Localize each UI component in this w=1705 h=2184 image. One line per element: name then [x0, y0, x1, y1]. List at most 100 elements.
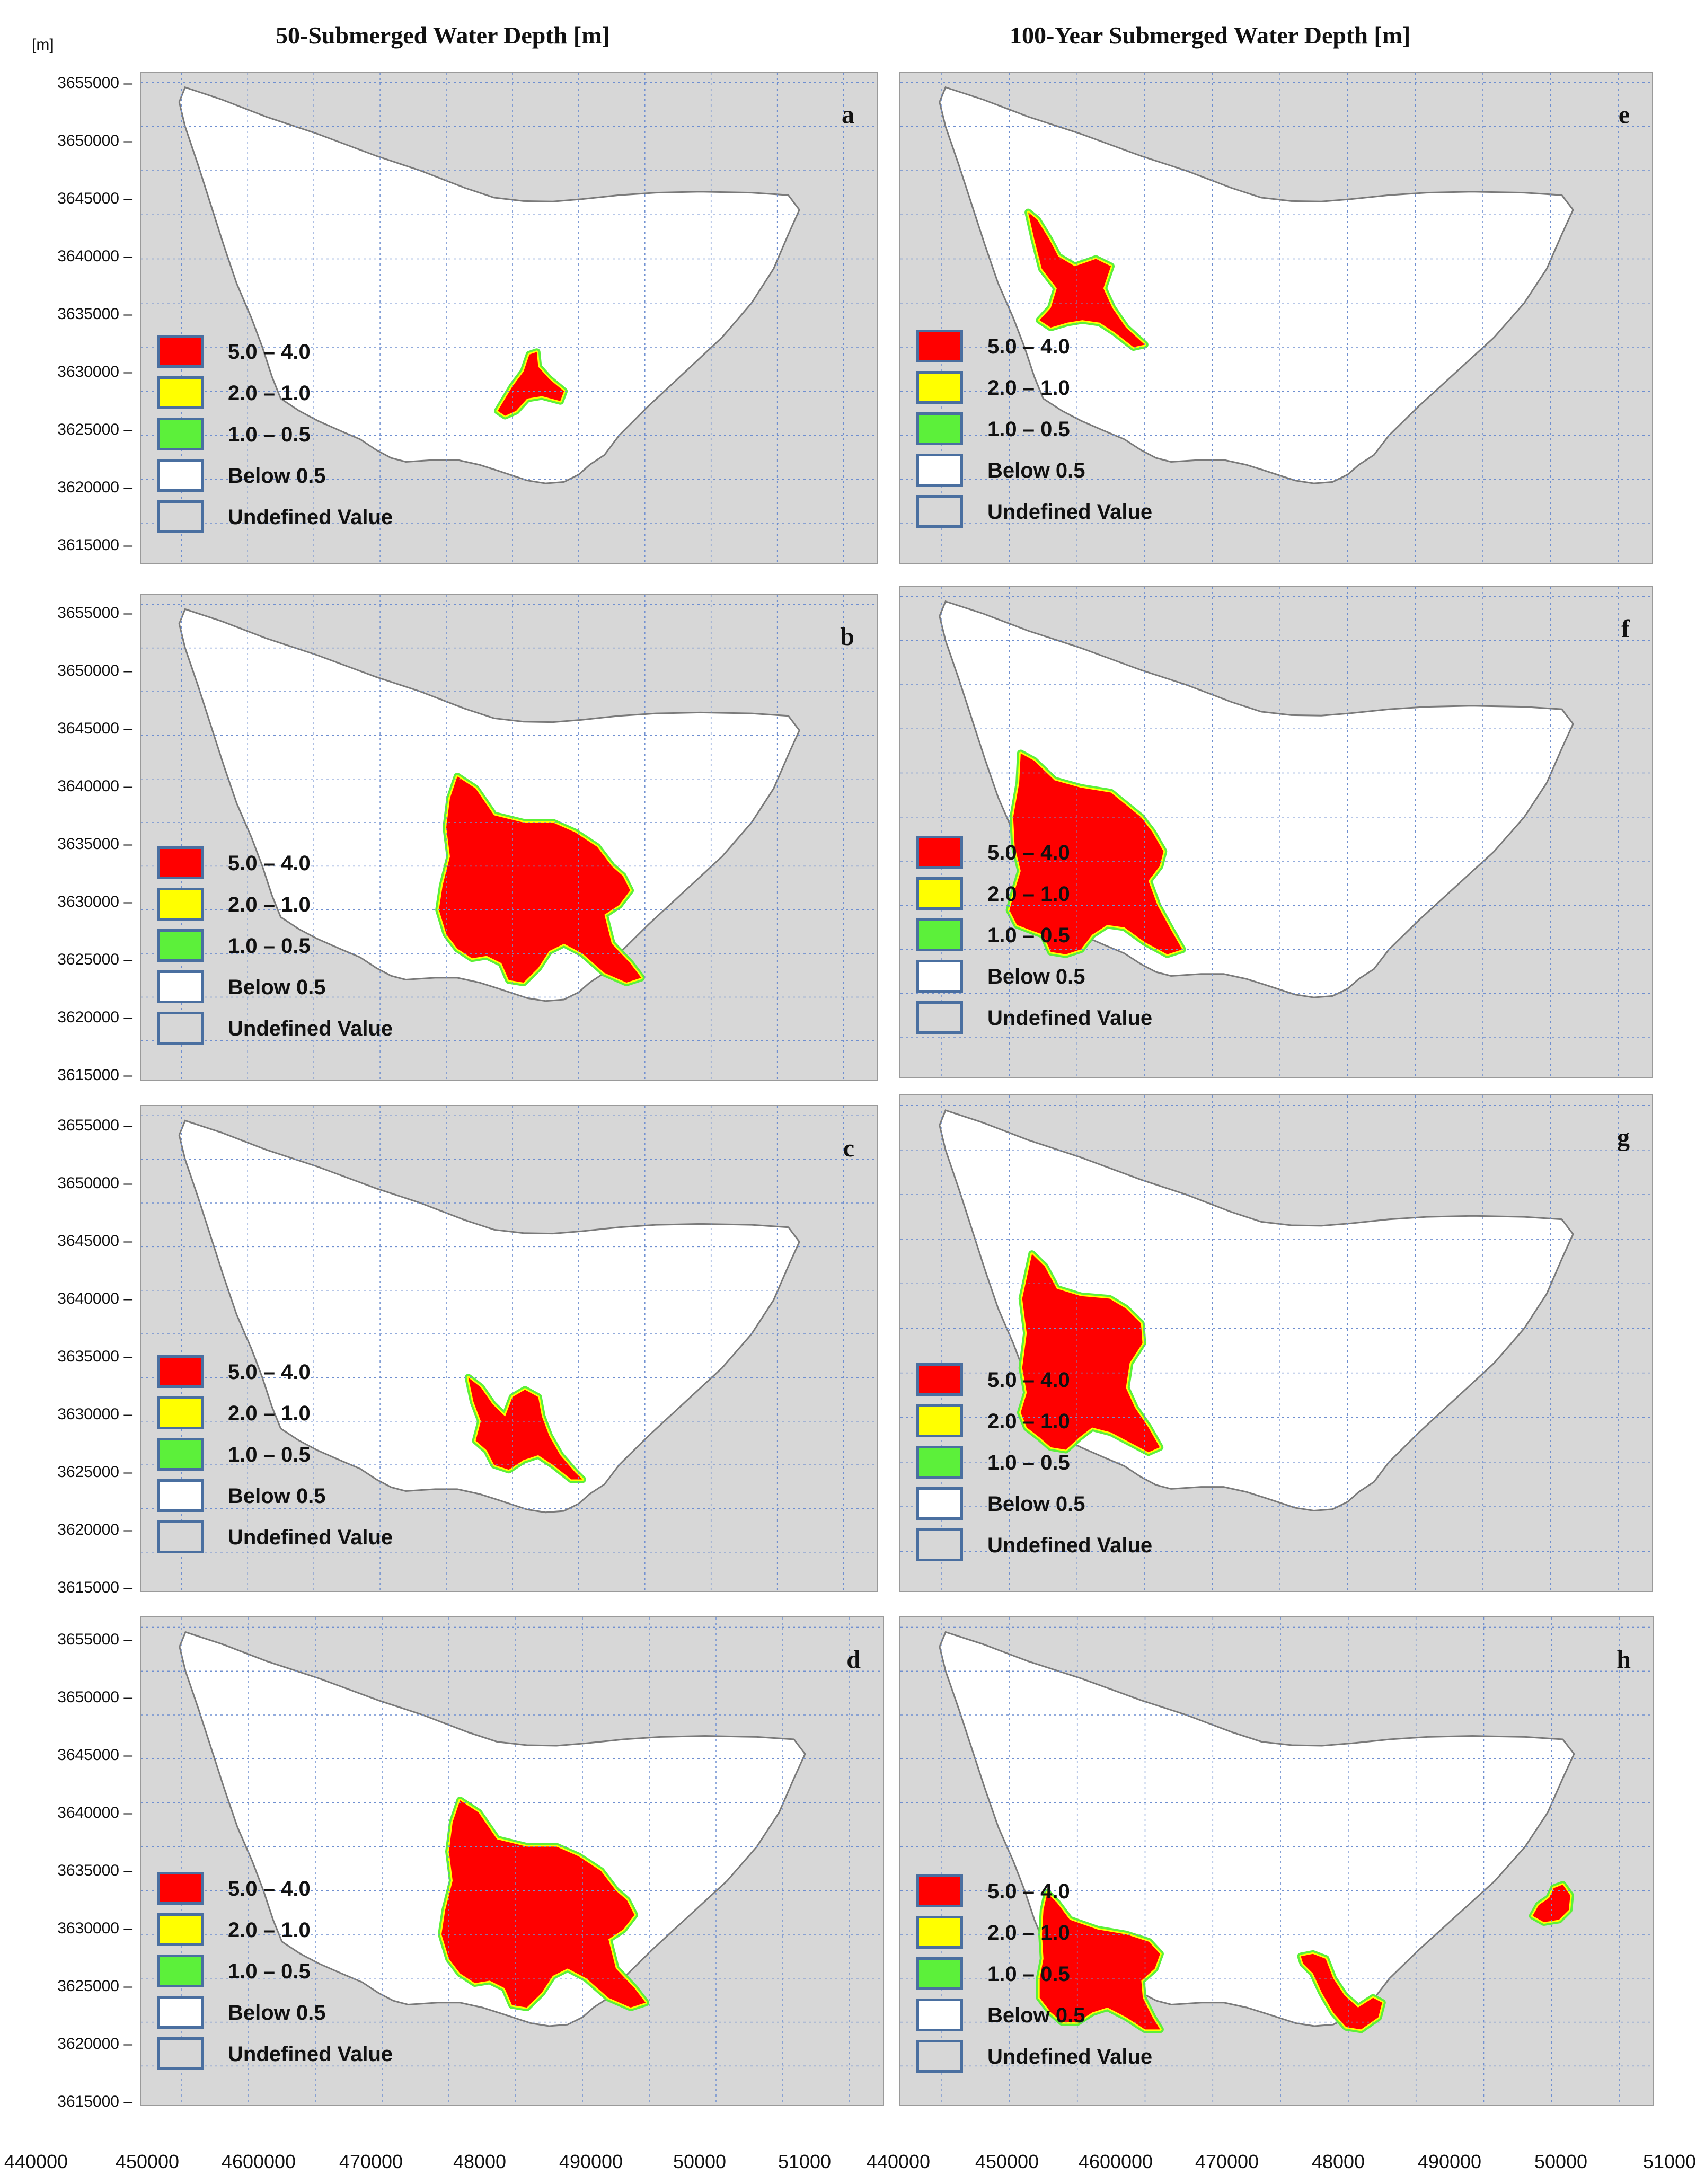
flood-zone — [1040, 1893, 1160, 2030]
y-tick-label: 3650000 – — [57, 662, 132, 679]
depth-band-high — [439, 776, 641, 983]
depth-band-high — [1028, 212, 1145, 347]
legend-swatch — [916, 1528, 963, 1561]
legend-swatch — [157, 1479, 204, 1512]
legend-label: Below 0.5 — [228, 1484, 326, 1508]
legend-label: 5.0 – 4.0 — [987, 335, 1070, 358]
map-svg-a — [141, 73, 877, 563]
legend-label: 5.0 – 4.0 — [228, 1877, 311, 1900]
y-tick-label: 3620000 – — [57, 479, 132, 496]
legend-label: 2.0 – 1.0 — [228, 1402, 311, 1425]
flood-zone — [469, 1377, 582, 1479]
legend-label: 2.0 – 1.0 — [987, 1921, 1070, 1944]
x-tick-label: 450000 — [975, 2151, 1039, 2172]
x-tick-label: 440000 — [4, 2151, 68, 2172]
legend-swatch — [916, 1487, 963, 1520]
y-tick-label: 3655000 – — [57, 1631, 132, 1648]
legend-label: 2.0 – 1.0 — [987, 1410, 1070, 1433]
panel-label: h — [1616, 1646, 1631, 1674]
y-tick-label: 3640000 – — [57, 1290, 132, 1307]
legend-label: 5.0 – 4.0 — [987, 1368, 1070, 1392]
y-tick-label: 3615000 – — [57, 2093, 132, 2110]
legend-swatch — [916, 1404, 963, 1437]
legend-swatch — [916, 412, 963, 445]
map-panel-c: c 5.0 – 4.0 2.0 – 1.0 1.0 – 0.5 Below 0.5 Und… — [140, 1105, 878, 1592]
legend-label: 1.0 – 0.5 — [228, 1960, 311, 1983]
legend-label: Below 0.5 — [987, 965, 1085, 988]
unit-label: [m] — [32, 36, 54, 54]
legend-swatch — [157, 1996, 204, 2029]
legend-swatch — [157, 335, 204, 368]
legend-swatch — [916, 1999, 963, 2031]
x-tick-label: 48000 — [1311, 2151, 1365, 2172]
map-svg-c — [141, 1106, 877, 1591]
y-tick-label: 3625000 – — [57, 1463, 132, 1481]
y-tick-label: 3650000 – — [57, 132, 132, 149]
y-tick-label: 3630000 – — [57, 1405, 132, 1423]
x-tick-label: 470000 — [339, 2151, 403, 2172]
y-tick-label: 3625000 – — [57, 1977, 132, 1995]
map-panel-b: b 5.0 – 4.0 2.0 – 1.0 1.0 – 0.5 Below 0.5 Und… — [140, 594, 878, 1081]
legend-swatch — [916, 960, 963, 993]
y-tick-label: 3645000 – — [57, 1746, 132, 1764]
legend-swatch — [916, 2040, 963, 2073]
legend-swatch — [157, 1355, 204, 1388]
panel-label: g — [1617, 1124, 1630, 1152]
depth-band-high — [498, 352, 564, 416]
legend-label: Undefined Value — [987, 1006, 1153, 1030]
legend-label: Undefined Value — [228, 506, 393, 529]
legend-swatch — [157, 1955, 204, 1987]
depth-band-high — [1532, 1885, 1570, 1922]
y-tick-label: 3625000 – — [57, 421, 132, 438]
legend-swatch — [916, 1916, 963, 1949]
y-tick-label: 3635000 – — [57, 1348, 132, 1365]
legend-swatch — [157, 1872, 204, 1905]
panel-label: c — [843, 1134, 854, 1162]
map-panel-a: a 5.0 – 4.0 2.0 – 1.0 1.0 – 0.5 Below 0.5 Und… — [140, 72, 878, 564]
left-column-title: 50-Submerged Water Depth [m] — [276, 22, 610, 49]
legend-swatch — [916, 1446, 963, 1479]
map-svg-e — [900, 73, 1652, 563]
panel-label: e — [1618, 101, 1630, 129]
legend-swatch — [157, 418, 204, 450]
legend-label: Undefined Value — [228, 1526, 393, 1549]
y-tick-label: 3650000 – — [57, 1688, 132, 1706]
panel-label: b — [840, 623, 854, 651]
x-tick-label: 51000 — [778, 2151, 832, 2172]
y-tick-label: 3630000 – — [57, 1920, 132, 1937]
flood-zone — [1028, 213, 1145, 347]
y-tick-label: 3640000 – — [57, 1804, 132, 1822]
legend-label: 5.0 – 4.0 — [228, 1360, 311, 1384]
x-tick-label: 50000 — [673, 2151, 727, 2172]
y-tick-label: 3655000 – — [57, 1117, 132, 1134]
x-tick-label: 4600000 — [221, 2151, 296, 2172]
flood-zone — [1301, 1954, 1382, 2030]
legend-label: Undefined Value — [987, 500, 1153, 524]
map-svg-d — [141, 1617, 883, 2105]
depth-band-high — [1301, 1953, 1382, 2030]
basin-area — [179, 1120, 799, 1512]
legend-swatch — [916, 1001, 963, 1034]
map-svg-b — [141, 595, 877, 1080]
y-tick-label: 3615000 – — [57, 1066, 132, 1084]
legend-label: 5.0 – 4.0 — [228, 340, 311, 364]
y-tick-label: 3655000 – — [57, 74, 132, 92]
legend-label: Undefined Value — [987, 2045, 1153, 2068]
legend-label: 1.0 – 0.5 — [228, 423, 311, 446]
y-tick-label: 3635000 – — [57, 835, 132, 853]
flood-zone — [1533, 1885, 1570, 1922]
legend-swatch — [916, 1363, 963, 1396]
flood-zone — [1010, 754, 1182, 954]
legend-label: 2.0 – 1.0 — [228, 1918, 311, 1942]
legend-swatch — [157, 1913, 204, 1946]
depth-band-high — [1009, 753, 1182, 954]
legend-swatch — [157, 459, 204, 492]
y-tick-label: 3640000 – — [57, 247, 132, 265]
legend-swatch — [157, 1396, 204, 1429]
map-svg-g — [900, 1095, 1652, 1591]
legend-swatch — [916, 454, 963, 487]
legend-swatch — [157, 888, 204, 921]
legend-swatch — [916, 1957, 963, 1990]
legend-label: Below 0.5 — [987, 1492, 1085, 1516]
legend-swatch — [916, 877, 963, 910]
